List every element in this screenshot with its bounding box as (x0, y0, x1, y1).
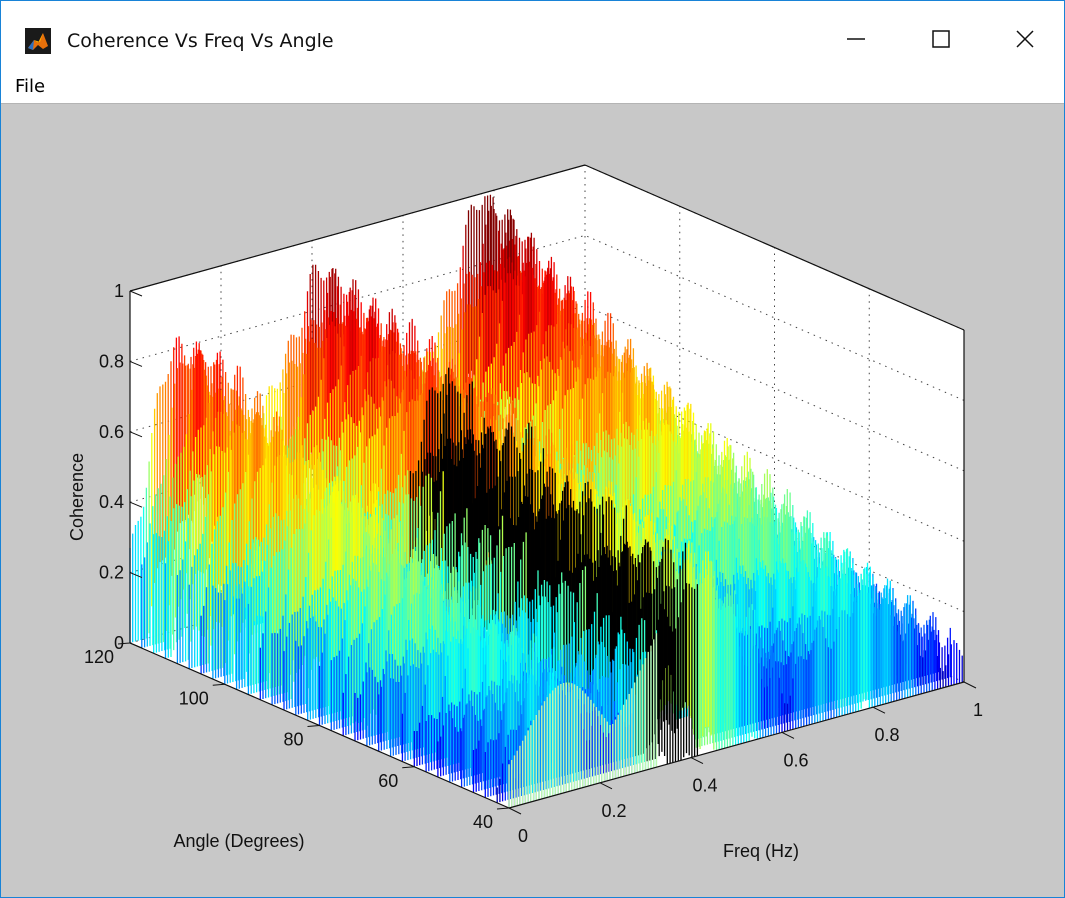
axis-line (129, 164, 586, 292)
x-axis-label: Freq (Hz) (723, 841, 799, 861)
maximize-icon (932, 30, 950, 48)
window-title: Coherence Vs Freq Vs Angle (67, 30, 334, 52)
x-tick (872, 706, 886, 714)
x-tick-label: 0.6 (783, 750, 808, 770)
x-tick (508, 807, 522, 815)
y-tick (496, 807, 510, 810)
surface-plot[interactable]: 00.20.40.60.8140608010012000.20.40.60.81… (1, 104, 1064, 898)
maximize-button[interactable] (913, 13, 969, 65)
x-tick-label: 0.8 (874, 725, 899, 745)
x-tick-label: 0.4 (692, 776, 717, 796)
y-tick (117, 642, 131, 645)
y-tick-label: 80 (283, 730, 303, 750)
surface-row (484, 538, 940, 798)
minimize-icon (847, 38, 865, 40)
y-tick (212, 683, 225, 686)
coherence-surface (129, 194, 963, 808)
z-tick (129, 572, 143, 579)
axis-line (584, 164, 965, 331)
x-tick (690, 757, 704, 765)
y-tick (402, 766, 415, 769)
surface-front (508, 633, 658, 808)
y-tick-label: 120 (84, 647, 114, 667)
y-axis-label: Angle (Degrees) (173, 831, 304, 851)
surface-row (496, 542, 951, 803)
axis-line (508, 681, 965, 809)
z-tick (129, 431, 143, 438)
menu-file[interactable]: File (15, 76, 46, 97)
x-tick-label: 0 (518, 826, 528, 846)
grid-line (129, 305, 965, 472)
z-tick-label: 0 (114, 633, 124, 653)
z-tick-label: 0.6 (99, 422, 124, 442)
x-tick (963, 681, 977, 689)
x-tick (781, 731, 795, 739)
z-tick (129, 642, 143, 649)
close-button[interactable] (997, 13, 1053, 65)
x-tick (599, 782, 613, 790)
y-tick-label: 100 (179, 688, 209, 708)
menu-bar: File (1, 73, 1064, 103)
title-bar[interactable]: Coherence Vs Freq Vs Angle (1, 1, 1064, 73)
z-axis-label: Coherence (67, 453, 87, 541)
z-tick (129, 360, 143, 367)
z-tick-label: 0.2 (99, 563, 124, 583)
z-tick (129, 290, 143, 297)
x-tick-label: 0.2 (601, 801, 626, 821)
close-icon (1016, 30, 1034, 48)
z-tick-label: 1 (114, 281, 124, 301)
y-tick-label: 40 (473, 812, 493, 832)
figure-canvas: 0 0.2 0.4 0.6 0.8 1 40 60 80 100 120 0 0.2 0.4 0.6 0.8 1… (1, 103, 1064, 898)
x-tick-label: 1 (973, 700, 983, 720)
y-tick (307, 725, 320, 727)
grid-line (129, 234, 965, 401)
z-tick (129, 501, 143, 508)
minimize-button[interactable] (828, 13, 884, 65)
z-tick-label: 0.4 (99, 492, 124, 512)
z-tick-label: 0.8 (99, 351, 124, 371)
matlab-icon (25, 28, 51, 54)
y-tick-label: 60 (378, 771, 398, 791)
